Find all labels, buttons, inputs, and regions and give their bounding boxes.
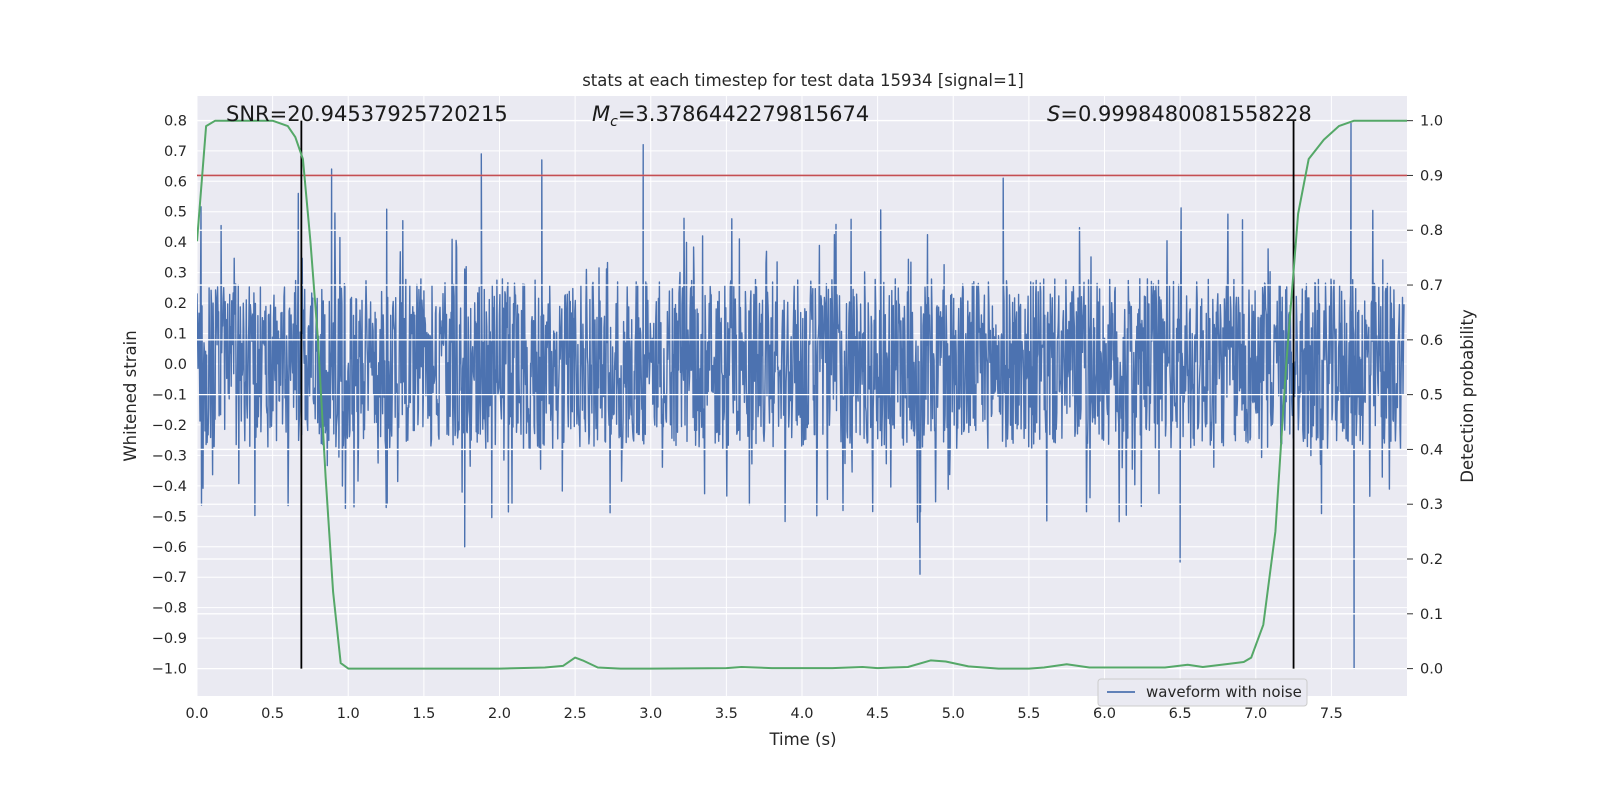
y-axis-label-right: Detection probability: [1458, 309, 1477, 483]
x-tick-label: 1.5: [412, 706, 435, 722]
y-left-tick-label: −0.1: [152, 387, 187, 403]
detection-probability-line: [197, 119, 1407, 670]
x-tick-label: 3.5: [715, 706, 738, 722]
x-tick-label: 3.0: [639, 706, 662, 722]
x-tick-label: 4.5: [866, 706, 889, 722]
y-right-tick-label: 0.3: [1420, 497, 1443, 513]
y-left-tick-label: 0.4: [164, 235, 187, 251]
x-tick-label: 6.5: [1169, 706, 1192, 722]
legend: waveform with noise: [1097, 678, 1308, 707]
y-left-tick-label: 0.8: [164, 113, 187, 129]
x-tick-label: 6.0: [1093, 706, 1116, 722]
x-axis-label: Time (s): [768, 730, 836, 749]
y-left-tick-label: 0.1: [164, 327, 187, 343]
y-right-tick-label: 1.0: [1420, 114, 1443, 130]
y-left-tick-label: −0.5: [152, 509, 187, 525]
y-left-tick-label: −0.3: [152, 448, 187, 464]
y-right-tick-label: 0.7: [1420, 278, 1443, 294]
y-right-tick-label: 0.9: [1420, 168, 1443, 184]
chirp-mass-annotation: Mc=3.3786442279815674: [592, 102, 869, 130]
y-right-tick-label: 0.8: [1420, 223, 1443, 239]
chirp-mass-subscript: c: [610, 114, 618, 130]
y-left-tick-label: −0.9: [152, 631, 187, 647]
x-tick-label: 7.0: [1244, 706, 1267, 722]
y-left-tick-label: 0.7: [164, 144, 187, 160]
y-left-tick-label: −0.7: [152, 570, 187, 586]
y-left-tick-label: −0.8: [152, 601, 187, 617]
y-left-tick-label: −0.4: [152, 479, 187, 495]
x-tick-label: 5.0: [942, 706, 965, 722]
y-right-tick-label: 0.4: [1420, 442, 1443, 458]
chart-title: stats at each timestep for test data 159…: [582, 71, 1024, 90]
snr-annotation: SNR=20.94537925720215: [226, 102, 508, 126]
y-right-tick-label: 0.6: [1420, 333, 1443, 349]
score-value: =0.9998480081558228: [1060, 102, 1311, 126]
x-tick-label: 0.0: [185, 706, 208, 722]
x-tick-label: 2.5: [564, 706, 587, 722]
y-right-tick-label: 0.1: [1420, 607, 1443, 623]
waveform-line: [197, 122, 1405, 670]
y-left-tick-label: 0.2: [164, 296, 187, 312]
legend-label: waveform with noise: [1146, 683, 1302, 701]
score-symbol: S: [1047, 102, 1060, 126]
x-tick-label: 2.0: [488, 706, 511, 722]
y-left-tick-label: 0.6: [164, 174, 187, 190]
y-right-tick-label: 0.2: [1420, 552, 1443, 568]
x-tick-label: 0.5: [261, 706, 284, 722]
overlay-layer: [197, 119, 1407, 670]
x-tick-label: 5.5: [1017, 706, 1040, 722]
chirp-mass-value: =3.3786442279815674: [618, 102, 869, 126]
x-tick-label: 1.0: [337, 706, 360, 722]
score-annotation: S=0.9998480081558228: [1047, 102, 1312, 126]
chirp-mass-symbol: M: [592, 102, 610, 126]
y-left-tick-label: −0.2: [152, 418, 187, 434]
y-left-tick-label: 0.0: [164, 357, 187, 373]
y-right-tick-label: 0.0: [1420, 662, 1443, 678]
x-tick-label: 7.5: [1320, 706, 1343, 722]
y-left-tick-label: −1.0: [152, 662, 187, 678]
y-left-tick-label: 0.5: [164, 205, 187, 221]
ticks-layer: 0.0 0.5 1.0 1.5 2.0 2.5 3.0 3.5 4.0 4.5 5.0 5.5 6.0 6…: [152, 113, 1443, 722]
y-left-tick-label: −0.6: [152, 540, 187, 556]
legend-box: [1097, 678, 1308, 707]
y-right-tick-label: 0.5: [1420, 388, 1443, 404]
y-axis-label-left: Whitened strain: [121, 330, 140, 461]
x-tick-label: 4.0: [790, 706, 813, 722]
y-left-tick-label: 0.3: [164, 266, 187, 282]
